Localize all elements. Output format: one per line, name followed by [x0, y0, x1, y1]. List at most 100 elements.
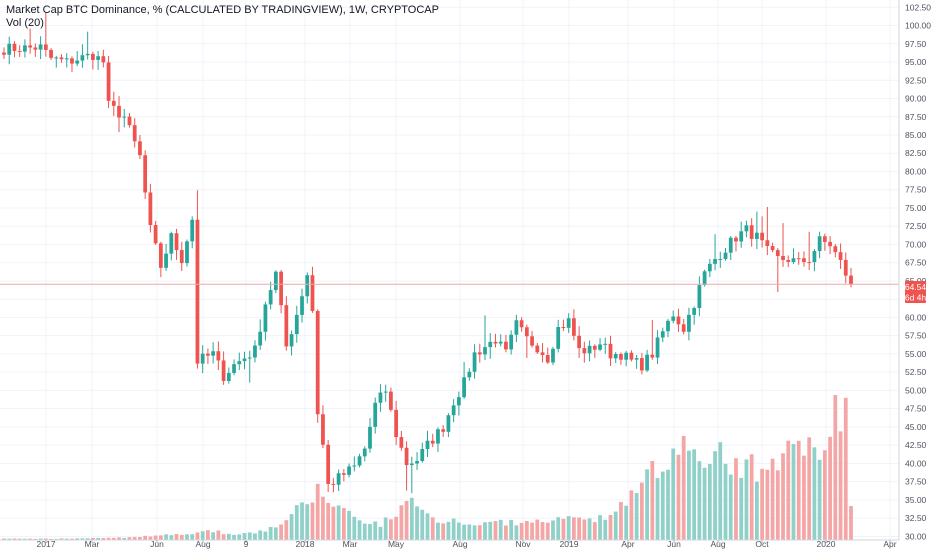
candle-body — [770, 246, 775, 251]
candle-body — [843, 259, 848, 276]
candle-body — [368, 426, 372, 449]
candle-body — [315, 311, 320, 415]
x-tick-label: Mar — [85, 539, 100, 549]
volume-bar — [629, 490, 634, 540]
volume-bar — [775, 470, 780, 540]
volume-bar — [326, 502, 331, 540]
candle-body — [158, 243, 163, 268]
candle-body — [232, 364, 236, 373]
volume-bar — [43, 538, 48, 540]
candle-body — [185, 241, 189, 264]
volume-bar — [190, 534, 195, 540]
volume-bar — [85, 538, 90, 540]
x-tick-label: Apr — [883, 539, 896, 549]
volume-bar — [153, 535, 158, 540]
volume-bar — [697, 461, 702, 540]
candle-body — [592, 345, 597, 350]
candle-body — [127, 116, 132, 126]
volume-bar — [362, 523, 367, 540]
candle-body — [493, 341, 498, 344]
volume-bar — [336, 505, 341, 540]
x-tick-label: Mar — [343, 539, 358, 549]
volume-bar — [713, 451, 717, 540]
candle-body — [613, 354, 618, 359]
candle-body — [755, 232, 759, 239]
candle-body — [713, 259, 717, 264]
candle-body — [106, 62, 111, 101]
volume-bar — [394, 516, 399, 540]
volume-bar — [822, 450, 827, 540]
volume-bar — [608, 515, 613, 540]
volume-bar — [592, 522, 597, 540]
candle-body — [728, 237, 733, 253]
candle-body — [849, 275, 853, 285]
candle-body — [38, 44, 43, 50]
candle-body — [634, 358, 639, 360]
volume-bar — [734, 458, 738, 540]
y-tick-label: 55.00 — [905, 349, 927, 359]
candle-body — [566, 318, 571, 328]
candle-body — [305, 275, 310, 297]
candle-body — [2, 52, 6, 55]
candle-body — [504, 341, 508, 350]
y-tick-label: 72.50 — [905, 221, 927, 231]
volume-bar — [33, 538, 38, 540]
candle-body — [483, 347, 487, 355]
volume-bar — [535, 519, 540, 540]
volume-bar — [749, 454, 754, 540]
volume-bar — [639, 482, 644, 540]
volume-bar — [174, 533, 179, 540]
candle-body — [828, 241, 832, 247]
volume-bar — [211, 532, 216, 540]
volume-bar — [812, 447, 817, 540]
volume-bar — [101, 538, 106, 540]
volume-bar — [185, 534, 189, 540]
volume-bar — [206, 530, 210, 540]
volume-bar — [446, 521, 451, 540]
volume-bar — [232, 534, 236, 540]
volume-bar — [509, 519, 514, 540]
candle-body — [749, 225, 754, 239]
chart-title[interactable]: Market Cap BTC Dominance, % (CALCULATED … — [6, 4, 439, 16]
candle-body — [54, 57, 59, 59]
candle-body — [179, 250, 184, 264]
y-tick-label: 60.00 — [905, 312, 927, 322]
candle-body — [498, 341, 503, 344]
volume-bar — [488, 521, 493, 540]
candle-body — [75, 60, 80, 64]
candle-body — [258, 331, 263, 346]
volume-bar — [247, 532, 252, 540]
volume-bar — [524, 521, 529, 540]
candle-body — [718, 259, 723, 261]
volume-bar — [64, 538, 69, 540]
x-tick-label: 2020 — [817, 539, 836, 549]
price-axis[interactable]: 102.50 100.00 97.50 95.00 92.50 90.00 87.50 85.… — [905, 2, 931, 541]
volume-bar — [755, 481, 759, 540]
volume-bar — [310, 502, 315, 540]
time-axis[interactable]: 2017 Mar Jun Aug 9 2018 Mar May Aug Nov 2019 Apr Jun… — [37, 539, 897, 549]
volume-bar — [838, 431, 843, 540]
candle-body — [812, 251, 817, 263]
candle-body — [655, 337, 660, 358]
volume-bar — [807, 437, 812, 540]
candle-body — [326, 444, 331, 484]
volume-bar — [216, 530, 221, 540]
volume-bar — [786, 440, 791, 540]
volume-bar — [655, 478, 660, 540]
volume-bar — [127, 537, 132, 540]
candle-body — [577, 335, 582, 349]
volume-bar — [598, 515, 602, 540]
candle-body — [666, 320, 670, 332]
price-badges: 64.54 6d 4h — [905, 281, 926, 303]
volume-bar — [383, 517, 388, 540]
candle-body — [80, 55, 85, 61]
candle-body — [101, 56, 106, 63]
candle-body — [488, 341, 493, 348]
y-tick-label: 45.00 — [905, 422, 927, 432]
candle-body — [582, 348, 587, 354]
volume-legend[interactable]: Vol (20) — [6, 17, 44, 29]
candle-body — [838, 252, 843, 260]
volume-bar — [200, 531, 205, 540]
candle-body — [687, 314, 691, 332]
